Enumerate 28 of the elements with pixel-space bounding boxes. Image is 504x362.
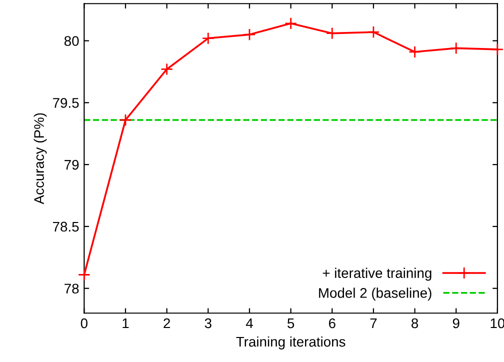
x-tick-label: 3	[204, 318, 212, 328]
x-tick-label: 7	[370, 318, 377, 328]
point	[160, 62, 174, 76]
legend-label: Model 2 (baseline)	[319, 288, 432, 301]
x-tick-label: 0	[80, 318, 88, 328]
x-tick-label: 9	[452, 318, 460, 328]
y-axis-title: Accuracy (P%)	[34, 113, 47, 204]
x-tick-label: 1	[122, 318, 129, 328]
y-tick-label: 78.5	[52, 222, 79, 232]
x-tick-label: 6	[328, 318, 336, 328]
x-tick-label: 2	[164, 318, 170, 328]
x-tick-label: 5	[288, 318, 294, 328]
point	[284, 17, 298, 30]
point	[408, 46, 422, 58]
point	[367, 26, 380, 38]
y-tick-label: 79	[64, 160, 79, 170]
x-axis-title: Training iterations	[236, 336, 346, 350]
point	[78, 268, 90, 281]
x-tick-label: 8	[412, 318, 418, 328]
x-tick-label: 4	[246, 318, 253, 328]
point	[491, 43, 504, 56]
y-tick-label: 78	[64, 284, 79, 294]
point	[119, 114, 132, 126]
legend-label: + iterative training	[322, 268, 432, 281]
point	[243, 28, 256, 41]
y-tick-label: 80	[64, 36, 79, 46]
y-tick-label: 79.5	[52, 98, 79, 108]
point	[202, 32, 214, 45]
